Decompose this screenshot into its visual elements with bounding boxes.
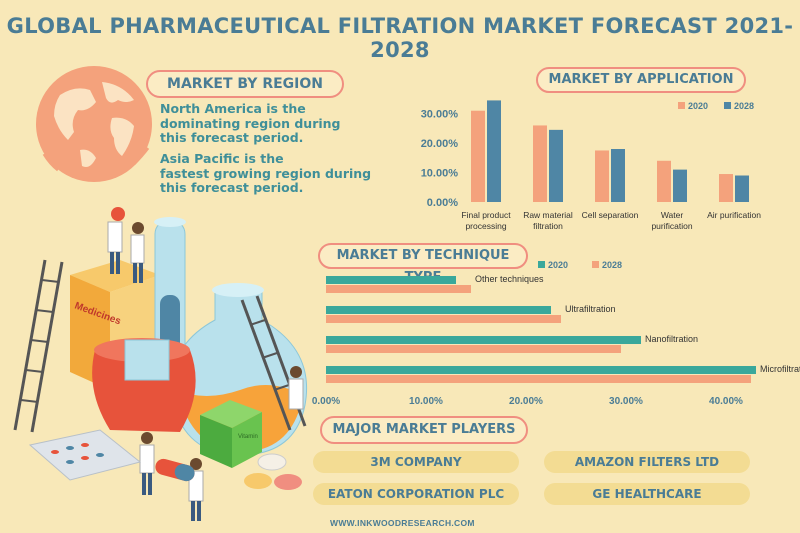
category-label: Cell separation xyxy=(582,210,639,220)
bar xyxy=(735,175,749,202)
bar xyxy=(611,149,625,202)
bar xyxy=(326,315,561,323)
category-label: Other techniques xyxy=(475,274,544,284)
category-label: purification xyxy=(651,221,692,231)
bar xyxy=(533,125,547,202)
x-tick-label: 0.00% xyxy=(312,396,340,407)
legend-label: 2028 xyxy=(734,101,754,111)
application-chart: 0.00% 10.00% 20.00% 30.00% Final productproc… xyxy=(421,100,761,231)
vitamin-label: Vitamin xyxy=(238,434,258,440)
bar xyxy=(595,150,609,202)
globe-icon xyxy=(36,66,152,182)
page-title: GLOBAL PHARMACEUTICAL FILTRATION MARKET … xyxy=(6,14,794,62)
region-line: dominating region during xyxy=(160,115,341,131)
player-chip: GE HEALTHCARE xyxy=(544,483,750,505)
region-line: fastest growing region during xyxy=(160,165,372,181)
x-tick-label: 40.00% xyxy=(709,396,743,407)
bar xyxy=(326,306,551,314)
bar xyxy=(326,375,751,383)
bar xyxy=(487,100,501,202)
category-label: Water xyxy=(661,210,684,220)
scientist-icon xyxy=(107,207,304,521)
pills-icon xyxy=(28,429,302,490)
bar xyxy=(673,169,687,202)
y-tick-label: 30.00% xyxy=(421,109,459,121)
category-label: processing xyxy=(465,221,506,231)
bar xyxy=(719,174,733,202)
category-label: Air purification xyxy=(707,210,761,220)
x-tick-label: 30.00% xyxy=(609,396,643,407)
bar xyxy=(326,336,641,344)
player-chip: 3M COMPANY xyxy=(313,451,519,473)
x-tick-label: 20.00% xyxy=(509,396,543,407)
bar xyxy=(326,345,621,353)
region-line: Asia Pacific is the xyxy=(160,151,284,166)
application-heading: MARKET BY APPLICATION xyxy=(536,67,746,93)
category-label: Ultrafiltration xyxy=(565,304,616,314)
player-chip: EATON CORPORATION PLC xyxy=(313,483,519,505)
bar xyxy=(326,285,471,293)
legend-label: 2020 xyxy=(548,260,568,270)
vitamin-box: Vitamin xyxy=(200,400,262,468)
bar xyxy=(549,129,563,202)
category-label: Final product xyxy=(461,210,511,220)
bar xyxy=(326,366,756,374)
bar xyxy=(657,160,671,202)
legend-swatch xyxy=(592,261,599,268)
x-tick-label: 10.00% xyxy=(409,396,443,407)
technique-heading: MARKET BY TECHNIQUE TYPE xyxy=(318,243,528,285)
legend-label: 2028 xyxy=(602,260,622,270)
category-label: Raw material xyxy=(523,210,573,220)
bar xyxy=(326,276,456,284)
legend-swatch xyxy=(724,102,731,109)
category-label: Microfiltration xyxy=(760,364,800,374)
legend-label: 2020 xyxy=(688,101,708,111)
region-line: North America is the xyxy=(160,101,306,116)
category-label: Nanofiltration xyxy=(645,334,698,344)
player-chip: AMAZON FILTERS LTD xyxy=(544,451,750,473)
region-heading: MARKET BY REGION xyxy=(146,70,344,98)
legend-swatch xyxy=(538,261,545,268)
bar xyxy=(471,110,485,202)
y-tick-label: 10.00% xyxy=(421,168,459,180)
category-label: filtration xyxy=(533,221,563,231)
y-tick-label: 20.00% xyxy=(421,138,459,150)
technique-chart: Other techniques Ultrafiltration Nanofiltr… xyxy=(312,260,800,407)
lab-illustration: Medicines Vitamin xyxy=(13,207,308,521)
region-line: this forecast period. xyxy=(160,180,304,195)
y-tick-label: 0.00% xyxy=(427,197,458,209)
footer-url: WWW.INKWOODRESEARCH.COM xyxy=(330,518,475,528)
region-line: this forecast period. xyxy=(160,130,304,145)
region-note-north-america: North America is the dominating region d… xyxy=(160,101,341,146)
region-note-asia-pacific: Asia Pacific is the fastest growing regi… xyxy=(160,151,372,196)
legend-swatch xyxy=(678,102,685,109)
players-heading: MAJOR MARKET PLAYERS xyxy=(320,416,528,444)
